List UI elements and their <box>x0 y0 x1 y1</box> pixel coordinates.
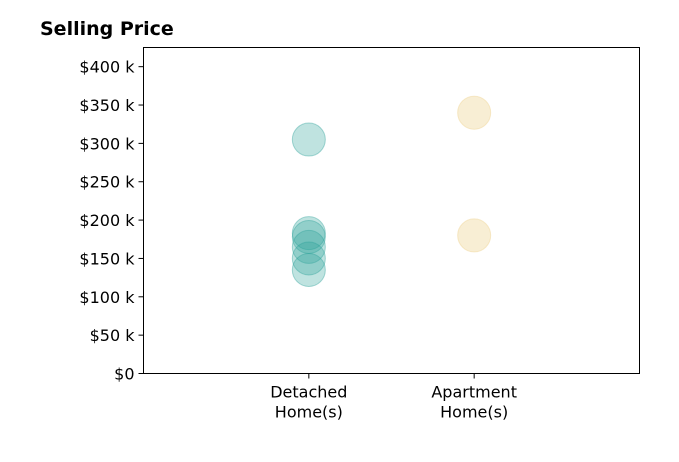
y-tick-label: $0 <box>114 365 134 384</box>
y-tick-label: $400 k <box>79 58 135 77</box>
data-point <box>291 252 326 287</box>
data-point <box>291 219 326 254</box>
data-point <box>291 229 326 264</box>
x-tick-label-line: Detached <box>270 383 347 402</box>
y-axis: $0 $50 k $100 k $150 k $200 k $250 k $300 k $35… <box>79 58 144 384</box>
x-tick-label-line: Apartment <box>431 383 517 402</box>
data-point <box>457 95 492 130</box>
x-tick-label: Detached Home(s) <box>270 383 347 422</box>
data-points <box>291 95 492 287</box>
y-tick-label: $300 k <box>79 134 135 153</box>
plot-frame <box>143 47 640 374</box>
y-tick-label: $200 k <box>79 211 135 230</box>
x-axis: Detached Home(s)Apartment Home(s) <box>270 373 517 422</box>
data-point <box>457 218 492 253</box>
y-tick-label: $350 k <box>79 96 135 115</box>
x-tick-label: Apartment Home(s) <box>431 383 517 422</box>
data-point <box>291 216 326 251</box>
y-tick-label: $50 k <box>90 326 136 345</box>
y-tick-label: $150 k <box>79 249 135 268</box>
data-point <box>291 122 326 157</box>
y-tick-label: $250 k <box>79 173 135 192</box>
chart-title: Selling Price <box>40 18 174 40</box>
x-tick-label-line: Home(s) <box>440 403 508 422</box>
x-tick-label-line: Home(s) <box>275 403 343 422</box>
y-tick-label: $100 k <box>79 288 135 307</box>
data-point <box>291 241 326 276</box>
